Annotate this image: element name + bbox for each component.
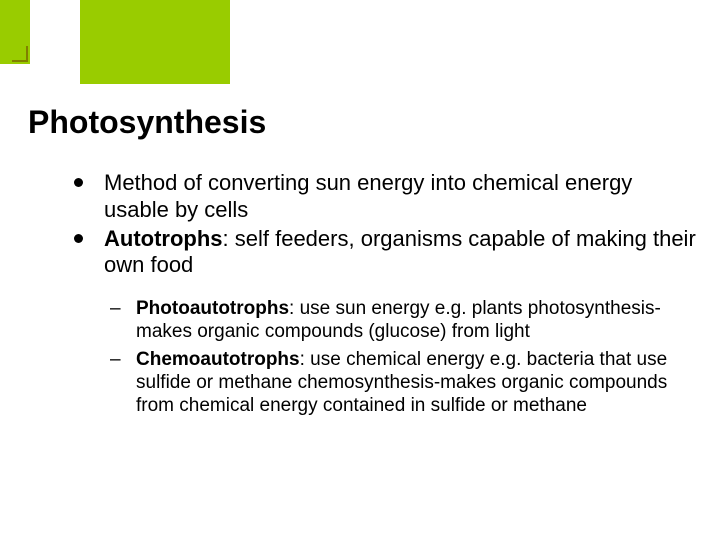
bullet-item: Method of converting sun energy into che… (70, 170, 696, 224)
sub-bullet-item: Photoautotrophs: use sun energy e.g. pla… (104, 297, 696, 343)
sub-bullet-item: Chemoautotrophs: use chemical energy e.g… (104, 348, 696, 418)
corner-accent (0, 0, 30, 64)
main-bullet-list: Method of converting sun energy into che… (70, 170, 696, 279)
sub-bullet-list: Photoautotrophs: use sun energy e.g. pla… (104, 297, 696, 417)
bullet-item: Autotrophs: self feeders, organisms capa… (70, 226, 696, 280)
sub-bullet-bold-term: Photoautotrophs (136, 298, 289, 319)
slide-title: Photosynthesis (28, 104, 266, 141)
header-green-band (80, 0, 230, 84)
bullet-text: Method of converting sun energy into che… (104, 170, 632, 222)
bullet-bold-term: Autotrophs (104, 226, 223, 251)
sub-bullet-bold-term: Chemoautotrophs (136, 349, 300, 370)
slide-content: Method of converting sun energy into che… (70, 170, 696, 421)
